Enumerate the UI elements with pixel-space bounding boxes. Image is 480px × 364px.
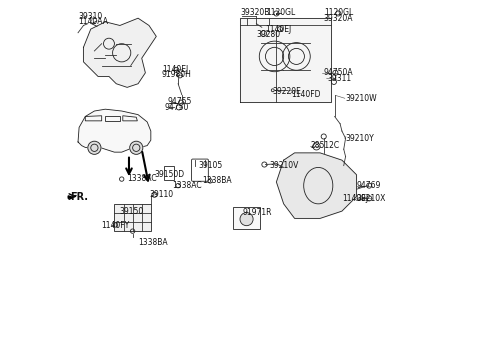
Text: 39220E: 39220E — [273, 87, 301, 95]
Text: 1140FD: 1140FD — [291, 90, 321, 99]
Text: 1338AC: 1338AC — [127, 174, 157, 183]
Bar — [164, 166, 175, 180]
Bar — [114, 204, 151, 231]
Text: 39320A: 39320A — [324, 14, 353, 23]
Text: 94750A: 94750A — [324, 68, 353, 77]
Text: 28512C: 28512C — [311, 141, 340, 150]
Text: 39210V: 39210V — [269, 161, 299, 170]
Text: 94750: 94750 — [165, 103, 189, 112]
Text: FR.: FR. — [70, 191, 88, 202]
Text: 1120GL: 1120GL — [266, 8, 296, 17]
Bar — [233, 207, 260, 229]
Circle shape — [88, 141, 101, 154]
Text: 1140FY: 1140FY — [102, 221, 130, 230]
Text: 39150D: 39150D — [155, 170, 185, 179]
Text: 1140EJ: 1140EJ — [162, 65, 188, 74]
Text: 1140EJ: 1140EJ — [342, 194, 368, 203]
Text: 94755: 94755 — [167, 98, 192, 106]
Text: 1140EJ: 1140EJ — [265, 25, 292, 33]
Text: 91971R: 91971R — [243, 209, 273, 217]
Polygon shape — [68, 196, 72, 198]
Text: 1338BA: 1338BA — [202, 176, 231, 185]
Text: 94769: 94769 — [357, 181, 381, 190]
Text: 1338AC: 1338AC — [173, 181, 202, 190]
Text: 1120GL: 1120GL — [324, 8, 353, 17]
Polygon shape — [78, 109, 151, 152]
Text: 39311: 39311 — [327, 74, 351, 83]
Circle shape — [240, 213, 253, 226]
Polygon shape — [240, 18, 331, 102]
Text: 39105: 39105 — [198, 161, 222, 170]
Circle shape — [130, 141, 143, 154]
Text: 39110: 39110 — [149, 190, 173, 199]
Text: 39280: 39280 — [256, 30, 280, 39]
Text: 39320B: 39320B — [240, 8, 269, 17]
Text: 1140AA: 1140AA — [78, 17, 108, 26]
Text: 91980H: 91980H — [162, 70, 192, 79]
Text: 39310: 39310 — [78, 12, 102, 21]
Text: 1338BA: 1338BA — [138, 238, 168, 246]
Text: 39150: 39150 — [119, 207, 144, 215]
Text: 39210Y: 39210Y — [346, 134, 374, 143]
Text: 39210W: 39210W — [346, 94, 377, 103]
Polygon shape — [276, 153, 357, 218]
Polygon shape — [84, 18, 156, 87]
Text: 39210X: 39210X — [357, 194, 386, 203]
